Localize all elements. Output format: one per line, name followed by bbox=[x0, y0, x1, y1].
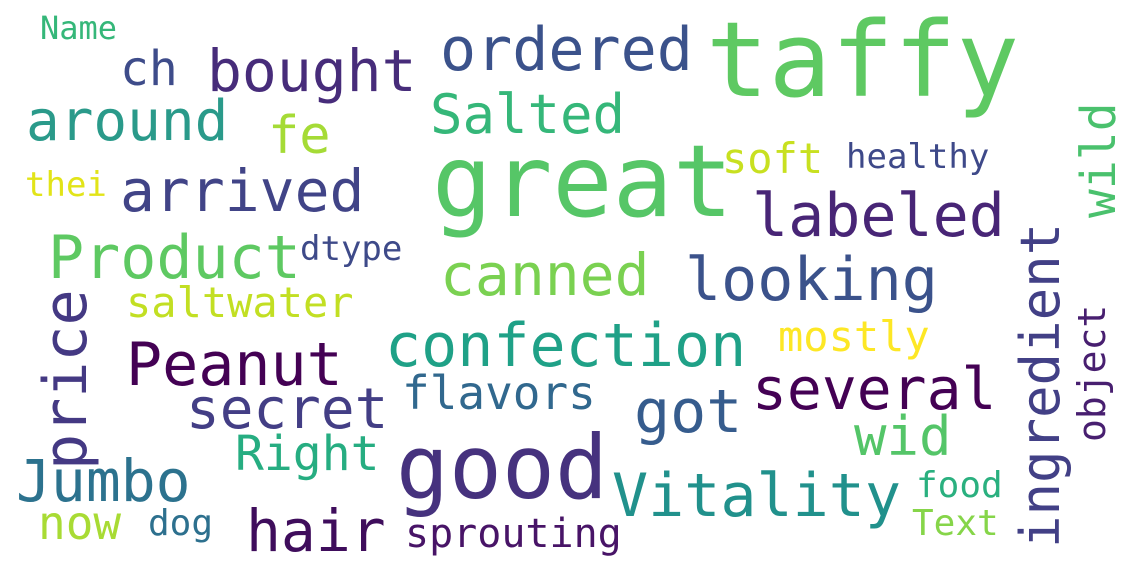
word-great: great bbox=[432, 123, 734, 240]
word-text: Text bbox=[912, 503, 999, 544]
word-price: price bbox=[31, 289, 101, 470]
word-saltwater: saltwater bbox=[126, 278, 354, 327]
word-object: object bbox=[1070, 304, 1114, 442]
word-dog: dog bbox=[148, 503, 214, 544]
word-sprouting: sprouting bbox=[405, 511, 622, 557]
word-labeled: labeled bbox=[752, 181, 1005, 251]
word-got: got bbox=[634, 377, 743, 447]
word-fe: fe bbox=[268, 106, 331, 166]
word-dtype: dtype bbox=[300, 229, 403, 269]
word-bought: bought bbox=[207, 37, 417, 105]
word-name: Name bbox=[40, 9, 118, 47]
word-jumbo: Jumbo bbox=[16, 447, 191, 515]
word-confection: confection bbox=[385, 311, 747, 381]
word-mostly: mostly bbox=[778, 312, 930, 361]
word-flavors: flavors bbox=[402, 366, 596, 420]
word-arrived: arrived bbox=[120, 157, 365, 225]
word-now: now bbox=[38, 496, 122, 550]
word-wild: wild bbox=[1071, 102, 1127, 218]
word-salted: Salted bbox=[430, 83, 626, 146]
word-ingredient: ingredient bbox=[1009, 222, 1072, 548]
word-ordered: ordered bbox=[440, 15, 693, 85]
word-thei: thei bbox=[25, 165, 107, 205]
word-canned: canned bbox=[440, 241, 650, 309]
word-soft: soft bbox=[722, 134, 824, 183]
word-around: around bbox=[26, 89, 229, 154]
word-several: several bbox=[752, 355, 997, 423]
word-peanut: Peanut bbox=[126, 330, 343, 400]
word-right: Right bbox=[235, 426, 380, 482]
word-healthy: healthy bbox=[846, 137, 990, 177]
word-taffy: taffy bbox=[706, 0, 1020, 121]
word-good: good bbox=[396, 416, 608, 519]
word-secret: secret bbox=[186, 377, 389, 442]
word-vitality: Vitality bbox=[612, 461, 901, 531]
word-product: Product bbox=[48, 223, 301, 293]
word-looking: looking bbox=[685, 245, 938, 315]
word-wid: wid bbox=[854, 405, 952, 468]
word-hair: hair bbox=[246, 497, 386, 565]
word-ch: ch bbox=[120, 41, 178, 97]
word-food: food bbox=[916, 465, 1003, 506]
